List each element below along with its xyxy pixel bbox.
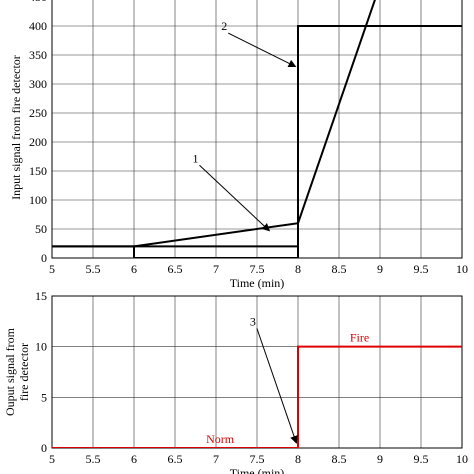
x-tick-label: 9 <box>377 452 383 466</box>
y-tick-label: 0 <box>41 441 47 455</box>
x-tick-label: 10 <box>456 262 468 276</box>
y-tick-label: 450 <box>29 0 47 4</box>
x-tick-label: 5.5 <box>86 452 101 466</box>
annotation-label: 1 <box>193 151 199 165</box>
chart-panel-1: 5 5.5 6 6.5 7 7.5 8 8.5 9 9.5 10050100150200250300… <box>9 0 468 290</box>
y-tick-label: 15 <box>35 289 47 303</box>
series-line-1 <box>52 345 462 448</box>
annotation-label: Norm <box>206 432 235 446</box>
x-tick-label: 5 <box>49 452 55 466</box>
x-tick-label: 6 <box>131 262 137 276</box>
x-tick-label: 9 <box>377 262 383 276</box>
y-tick-label: 400 <box>29 19 47 33</box>
x-tick-label: 8 <box>295 452 301 466</box>
y-tick-label: 100 <box>29 193 47 207</box>
y-axis-label: Ouput signal fromfire detector <box>3 327 31 416</box>
y-tick-label: 10 <box>35 340 47 354</box>
annotation-arrow <box>199 164 271 232</box>
x-tick-label: 7 <box>213 452 219 466</box>
x-tick-label: 9.5 <box>414 452 429 466</box>
annotation-arrow <box>227 32 297 68</box>
x-tick-label: 6.5 <box>168 452 183 466</box>
y-tick-label: 5 <box>41 390 47 404</box>
x-tick-label: 8.5 <box>332 452 347 466</box>
y-tick-label: 0 <box>41 251 47 265</box>
x-tick-label: 7.5 <box>250 452 265 466</box>
x-axis-label: Time (min) <box>230 466 285 474</box>
x-axis-label: Time (min) <box>230 276 285 290</box>
y-tick-label: 150 <box>29 164 47 178</box>
y-tick-label: 200 <box>29 135 47 149</box>
annotation-arrow <box>256 328 298 444</box>
y-axis-label: Input signal from fire detector <box>9 55 23 200</box>
x-tick-label: 5 <box>49 262 55 276</box>
annotation-label: 2 <box>221 19 227 33</box>
y-tick-label: 350 <box>29 48 47 62</box>
x-tick-label: 9.5 <box>414 262 429 276</box>
annotation-label: 3 <box>250 314 256 328</box>
y-tick-label: 50 <box>35 222 47 236</box>
y-tick-label: 250 <box>29 106 47 120</box>
y-tick-label: 300 <box>29 77 47 91</box>
x-tick-label: 6 <box>131 452 137 466</box>
x-tick-label: 7.5 <box>250 262 265 276</box>
x-tick-label: 7 <box>213 262 219 276</box>
series-line-2 <box>52 0 376 248</box>
annotation-label: Fire <box>350 331 369 345</box>
x-tick-label: 10 <box>456 452 468 466</box>
x-tick-label: 8 <box>295 262 301 276</box>
x-tick-label: 5.5 <box>86 262 101 276</box>
x-tick-label: 6.5 <box>168 262 183 276</box>
x-tick-label: 8.5 <box>332 262 347 276</box>
